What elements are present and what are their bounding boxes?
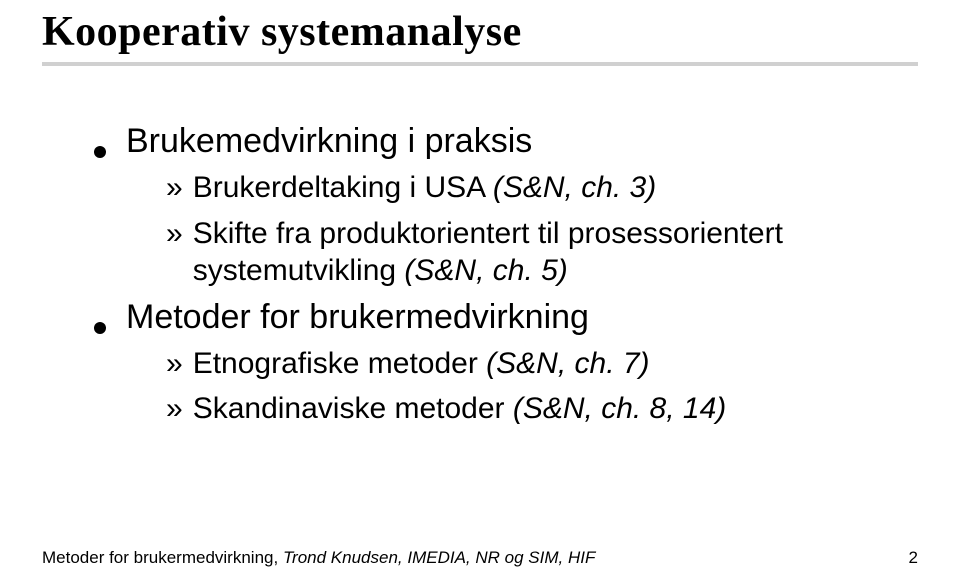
bullet-item: Brukemedvirkning i praksis » Brukerdelta… <box>94 122 960 290</box>
bullet-item: Metoder for brukermedvirkning » Etnograf… <box>94 298 960 428</box>
sub-bullet-text: Skandinaviske metoder (S&N, ch. 8, 14) <box>193 390 727 428</box>
sub-bullet-prefix: Brukerdeltaking i USA <box>193 171 493 204</box>
slide-footer: Metoder for brukermedvirkning, Trond Knu… <box>42 548 918 568</box>
sub-bullet-item: » Brukerdeltaking i USA (S&N, ch. 3) <box>166 169 960 207</box>
sub-bullet-item: » Skandinaviske metoder (S&N, ch. 8, 14) <box>166 390 960 428</box>
slide: Kooperativ systemanalyse Brukemedvirknin… <box>0 0 960 582</box>
sub-bullet-text: Skifte fra produktorientert til prosesso… <box>193 215 960 290</box>
sub-bullet-ref: (S&N, ch. 8, 14) <box>513 392 726 425</box>
sub-bullet-item: » Etnografiske metoder (S&N, ch. 7) <box>166 345 960 383</box>
raquo-icon: » <box>166 217 183 250</box>
sub-bullet-ref: (S&N, ch. 7) <box>486 347 649 380</box>
title-block: Kooperativ systemanalyse <box>0 0 960 66</box>
slide-title: Kooperativ systemanalyse <box>42 8 960 56</box>
bullet-dot-icon <box>94 146 106 158</box>
bullet-dot-icon <box>94 322 106 334</box>
bullet-text: Metoder for brukermedvirkning <box>126 298 589 337</box>
raquo-icon: » <box>166 171 183 204</box>
footer-text: Metoder for brukermedvirkning, Trond Knu… <box>42 548 595 568</box>
slide-body: Brukemedvirkning i praksis » Brukerdelta… <box>0 66 960 428</box>
sub-bullet-prefix: Etnografiske metoder <box>193 347 486 380</box>
sub-bullet-item: » Skifte fra produktorientert til proses… <box>166 215 960 290</box>
footer-prefix: Metoder for brukermedvirkning, <box>42 548 283 567</box>
raquo-icon: » <box>166 392 183 425</box>
raquo-icon: » <box>166 347 183 380</box>
page-number: 2 <box>909 548 918 568</box>
footer-author: Trond Knudsen, IMEDIA, NR og SIM, HIF <box>283 548 595 567</box>
sub-bullet-ref: (S&N, ch. 5) <box>404 254 567 287</box>
sub-bullet-prefix: Skandinaviske metoder <box>193 392 513 425</box>
bullet-text: Brukemedvirkning i praksis <box>126 122 532 161</box>
sub-bullet-text: Etnografiske metoder (S&N, ch. 7) <box>193 345 650 383</box>
sub-bullet-text: Brukerdeltaking i USA (S&N, ch. 3) <box>193 169 657 207</box>
sub-bullet-ref: (S&N, ch. 3) <box>493 171 656 204</box>
